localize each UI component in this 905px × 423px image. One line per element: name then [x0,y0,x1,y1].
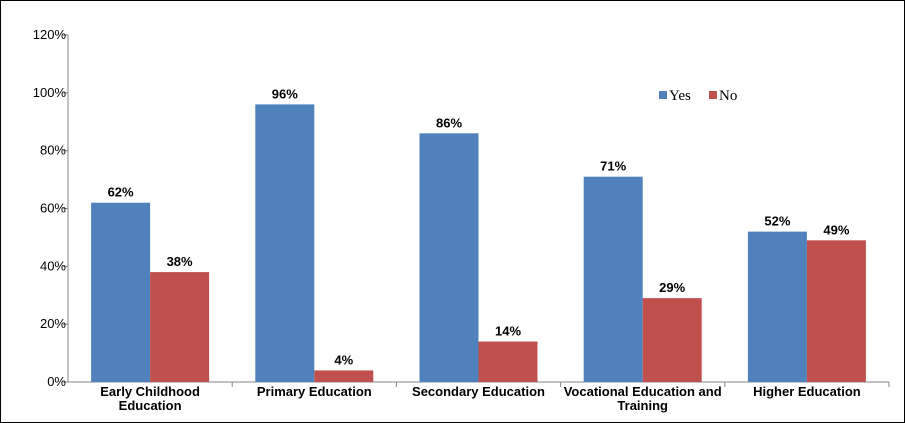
category-label: Primary Education [257,384,372,399]
category-label: Secondary Education [412,384,545,399]
data-label: 52% [764,214,790,229]
bar-no [478,341,538,382]
data-label: 4% [334,352,353,367]
bar-yes [419,133,479,382]
data-label: 86% [436,115,462,130]
y-tick-label: 20% [40,316,66,331]
data-label: 38% [167,254,193,269]
legend-swatch-yes [659,91,667,99]
bar-no [314,370,374,382]
data-label: 14% [495,324,521,339]
y-tick-label: 100% [33,85,67,100]
data-label: 96% [272,86,298,101]
data-label: 29% [659,280,685,295]
data-label: 71% [600,159,626,174]
bar-no [150,272,210,382]
bar-yes [583,176,643,382]
bar-yes [747,231,807,382]
data-label: 49% [823,222,849,237]
legend-label-no: No [719,88,737,104]
legend-label-yes: Yes [669,88,691,104]
y-tick-label: 60% [40,201,66,216]
category-label: Education [119,398,182,413]
category-label: Early Childhood [100,384,200,399]
category-label: Higher Education [753,384,861,399]
data-label: 62% [108,185,134,200]
bar-no [806,240,866,382]
y-tick-label: 0% [47,374,66,389]
legend-swatch-no [709,91,717,99]
bar-no [642,298,702,382]
category-label: Vocational Education and [564,384,722,399]
category-label: Training [617,398,668,413]
y-tick-label: 120% [33,27,67,42]
y-tick-label: 40% [40,258,66,273]
y-tick-label: 80% [40,143,66,158]
bar-yes [255,104,315,383]
bar-yes [91,202,151,382]
